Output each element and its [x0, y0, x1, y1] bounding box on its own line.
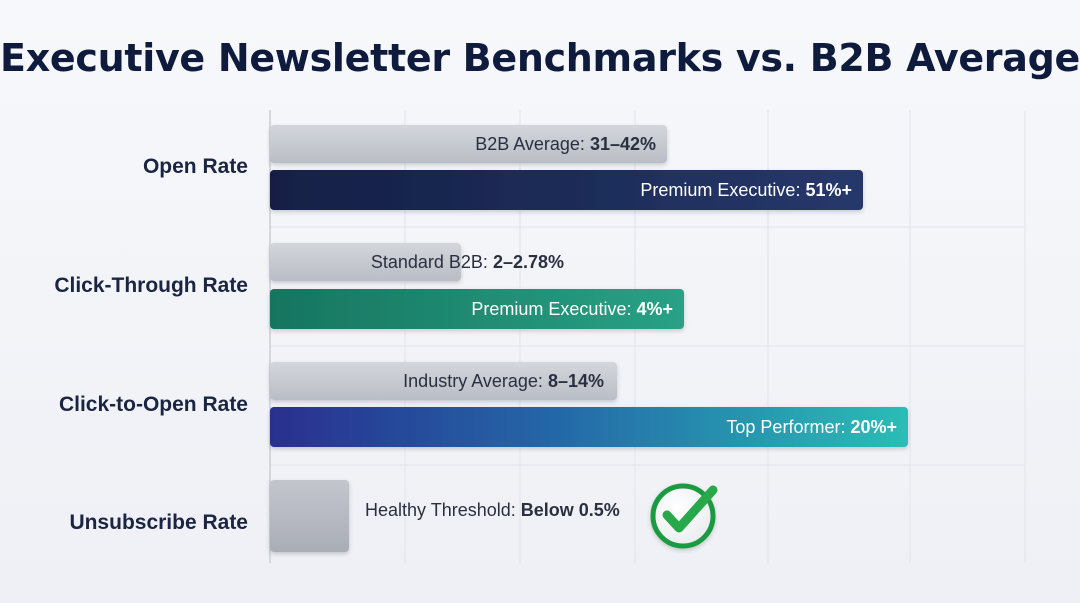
- bar-baseline: [270, 480, 349, 552]
- category-label: Unsubscribe Rate: [69, 511, 248, 534]
- check-circle-icon: [650, 483, 718, 549]
- bar-data-label: Top Performer: 20%+: [726, 417, 897, 437]
- bar-premium: [270, 407, 908, 447]
- bar-baseline: [270, 243, 461, 281]
- bar-premium: [270, 289, 684, 329]
- bar-data-label: Industry Average: 8–14%: [403, 371, 604, 391]
- bar-data-label: Premium Executive: 4%+: [471, 299, 673, 319]
- bar-baseline: [270, 362, 617, 400]
- bar-premium: [270, 170, 863, 210]
- category-label: Click-to-Open Rate: [59, 393, 248, 416]
- chart-title: Executive Newsletter Benchmarks vs. B2B …: [0, 36, 1080, 80]
- category-label: Click-Through Rate: [54, 274, 248, 297]
- bar-data-label: Standard B2B: 2–2.78%: [371, 252, 564, 272]
- bar-data-label: Premium Executive: 51%+: [640, 180, 852, 200]
- category-label: Open Rate: [143, 155, 248, 178]
- bar-baseline: [270, 125, 667, 163]
- bar-data-label: Healthy Threshold: Below 0.5%: [365, 500, 620, 520]
- bar-data-label: B2B Average: 31–42%: [475, 134, 656, 154]
